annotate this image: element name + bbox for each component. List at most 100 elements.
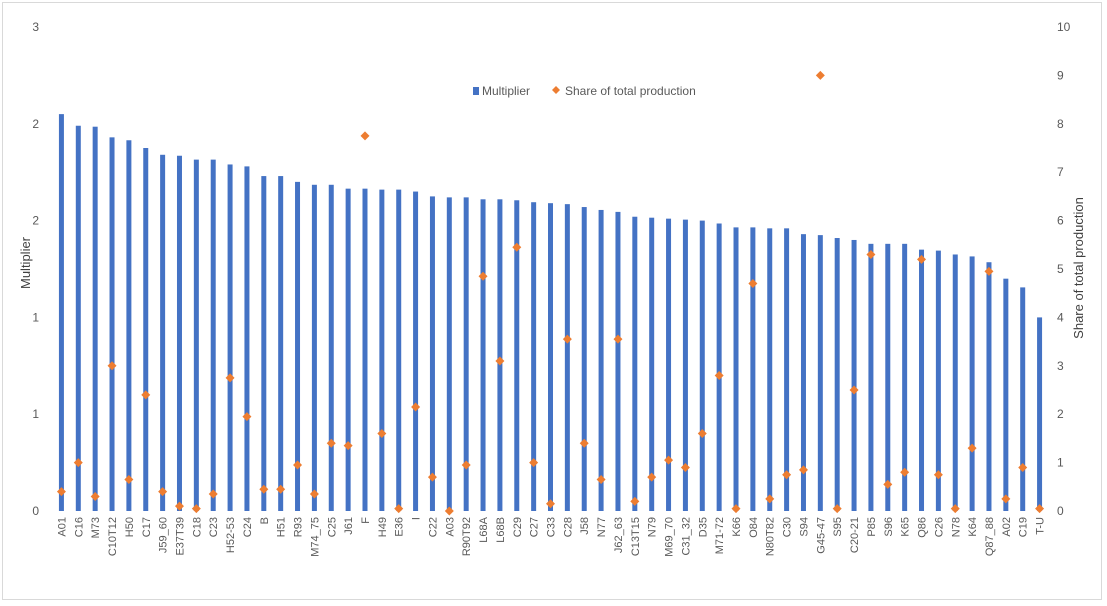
share-marker — [849, 385, 859, 395]
bar-multiplier — [666, 218, 672, 511]
x-tick-label: L68B — [495, 517, 507, 543]
x-tick-label: H51 — [276, 517, 288, 537]
bar-multiplier — [429, 196, 435, 511]
bar-multiplier — [716, 223, 722, 511]
x-tick-label: C20-21 — [849, 517, 861, 553]
x-tick-label: C19 — [1018, 517, 1030, 537]
share-marker — [680, 462, 690, 472]
bar-multiplier — [986, 262, 992, 511]
bar-multiplier — [750, 227, 756, 511]
bar-multiplier — [632, 216, 638, 512]
bar-multiplier — [58, 114, 64, 512]
y2-tick-label: 0 — [1057, 504, 1064, 518]
bar-multiplier — [615, 211, 621, 511]
legend: Multiplier Share of total production — [473, 84, 696, 98]
share-marker — [225, 373, 235, 383]
share-marker — [967, 443, 977, 453]
legend-label-multiplier: Multiplier — [482, 84, 530, 98]
share-marker — [765, 494, 775, 504]
combo-chart: 0 1 1 2 2 3 0 1 2 3 4 5 6 7 8 9 10 A01 C16 M73 C10T12 H50 C1… — [18, 20, 1086, 557]
share-marker — [495, 356, 505, 366]
share-marker — [546, 499, 555, 509]
share-marker — [579, 438, 589, 448]
x-tick-label: S95 — [832, 517, 844, 537]
share-marker — [748, 279, 758, 289]
bar-multiplier — [210, 159, 216, 511]
bar-multiplier — [463, 197, 469, 511]
y2-tick-label: 5 — [1057, 262, 1064, 276]
x-tick-label: N80T82 — [765, 517, 777, 556]
y2-tick-label: 2 — [1057, 407, 1064, 421]
share-marker — [697, 429, 707, 439]
bar-multiplier — [699, 220, 705, 511]
x-tick-label: M74_75 — [309, 517, 321, 557]
x-tick-label: A03 — [444, 517, 456, 537]
share-marker — [1018, 462, 1028, 472]
y2-tick-label: 4 — [1057, 310, 1064, 324]
x-tick-label: J59_60 — [158, 517, 170, 553]
share-marker — [647, 472, 657, 482]
x-tick-label: K64 — [967, 517, 979, 537]
y2-tick-label: 3 — [1057, 359, 1064, 373]
bar-multiplier — [682, 219, 688, 511]
x-tick-label: C33 — [546, 517, 558, 537]
bar-multiplier — [548, 203, 553, 511]
x-tick-label: H50 — [124, 517, 136, 537]
y-tick-label: 1 — [32, 407, 39, 421]
y2-axis-title: Share of total production — [1071, 197, 1086, 339]
x-tick-label: A01 — [56, 517, 68, 537]
bar-multiplier — [902, 243, 908, 511]
y2-tick-label: 1 — [1057, 456, 1064, 470]
x-tick-label: T-U — [1035, 517, 1047, 535]
x-tick-label: F — [360, 517, 372, 524]
bar-multiplier — [885, 243, 891, 511]
bar-multiplier — [176, 155, 182, 512]
bar-multiplier — [598, 209, 604, 511]
share-marker — [444, 506, 454, 516]
bar-multiplier — [480, 199, 486, 512]
share-marker — [1001, 494, 1011, 504]
bar-multiplier — [649, 217, 655, 511]
x-tick-label: N79 — [647, 517, 659, 537]
multiplier-bars — [58, 114, 1043, 512]
share-marker — [950, 504, 960, 514]
y-tick-label: 2 — [32, 117, 39, 131]
bar-multiplier — [396, 189, 402, 511]
share-marker — [411, 402, 421, 412]
bar-multiplier — [919, 249, 925, 511]
x-tick-label: K66 — [731, 517, 743, 537]
x-tick-label: C31_32 — [680, 517, 692, 556]
x-tick-label: E36 — [394, 517, 406, 537]
x-tick-label: C28 — [562, 517, 574, 537]
share-marker — [782, 470, 792, 480]
share-marker — [596, 475, 606, 485]
x-tick-label: C24 — [242, 517, 254, 537]
x-tick-label: J62_63 — [613, 517, 625, 553]
bar-multiplier — [244, 166, 250, 511]
x-tick-label: M69_70 — [664, 517, 676, 557]
bar-multiplier — [868, 243, 874, 511]
share-marker — [174, 501, 184, 511]
y2-tick-label: 8 — [1057, 117, 1064, 131]
x-tick-label: C16 — [73, 517, 85, 537]
y-tick-label: 1 — [32, 310, 39, 324]
bar-multiplier — [143, 148, 149, 511]
bar-multiplier — [295, 181, 301, 511]
share-marker — [242, 412, 252, 422]
y2-tick-label: 7 — [1057, 165, 1064, 179]
x-tick-label: M73 — [90, 517, 102, 538]
x-tick-label: E37T39 — [174, 517, 186, 556]
share-marker — [107, 361, 117, 371]
bar-multiplier — [817, 235, 823, 511]
bar-multiplier — [564, 204, 570, 511]
share-marker — [984, 266, 994, 276]
y2-tick-label: 9 — [1057, 68, 1064, 82]
right-axis-ticks: 0 1 2 3 4 5 6 7 8 9 10 — [1057, 20, 1071, 518]
x-tick-label: C17 — [141, 517, 153, 537]
x-tick-label: B — [259, 517, 271, 524]
share-marker — [309, 489, 319, 499]
x-tick-label: J61 — [343, 517, 355, 535]
share-marker — [158, 487, 168, 497]
share-marker — [664, 455, 674, 465]
share-marker — [613, 334, 623, 344]
